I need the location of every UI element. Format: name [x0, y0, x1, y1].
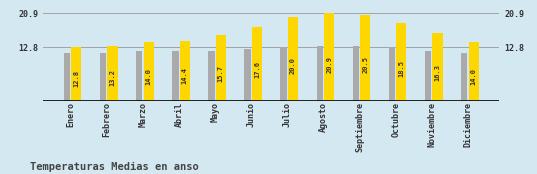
Text: 17.6: 17.6: [254, 61, 260, 78]
Text: 14.0: 14.0: [470, 68, 477, 85]
Text: 15.7: 15.7: [218, 65, 224, 82]
Bar: [172, 52, 178, 101]
Bar: [64, 53, 70, 101]
Bar: [425, 52, 431, 101]
Bar: [100, 53, 106, 101]
Bar: [469, 42, 478, 101]
Bar: [180, 41, 190, 101]
Text: 16.3: 16.3: [434, 64, 440, 81]
Text: 12.8: 12.8: [74, 70, 79, 87]
Bar: [360, 15, 371, 101]
Bar: [316, 46, 323, 101]
Text: 20.0: 20.0: [290, 57, 296, 74]
Bar: [143, 42, 154, 101]
Bar: [461, 53, 468, 101]
Bar: [389, 47, 395, 101]
Text: 18.5: 18.5: [398, 60, 404, 77]
Bar: [432, 33, 442, 101]
Bar: [353, 46, 359, 101]
Bar: [244, 49, 251, 101]
Text: Temperaturas Medias en anso: Temperaturas Medias en anso: [30, 162, 198, 172]
Text: 13.2: 13.2: [110, 69, 115, 86]
Bar: [396, 23, 407, 101]
Bar: [136, 52, 142, 101]
Bar: [280, 47, 287, 101]
Bar: [71, 47, 82, 101]
Text: 14.4: 14.4: [182, 67, 188, 84]
Text: 20.9: 20.9: [326, 56, 332, 73]
Bar: [252, 27, 262, 101]
Text: 14.0: 14.0: [146, 68, 151, 85]
Bar: [208, 51, 215, 101]
Bar: [107, 46, 118, 101]
Bar: [288, 17, 298, 101]
Text: 20.5: 20.5: [362, 56, 368, 73]
Bar: [216, 35, 226, 101]
Bar: [324, 13, 334, 101]
